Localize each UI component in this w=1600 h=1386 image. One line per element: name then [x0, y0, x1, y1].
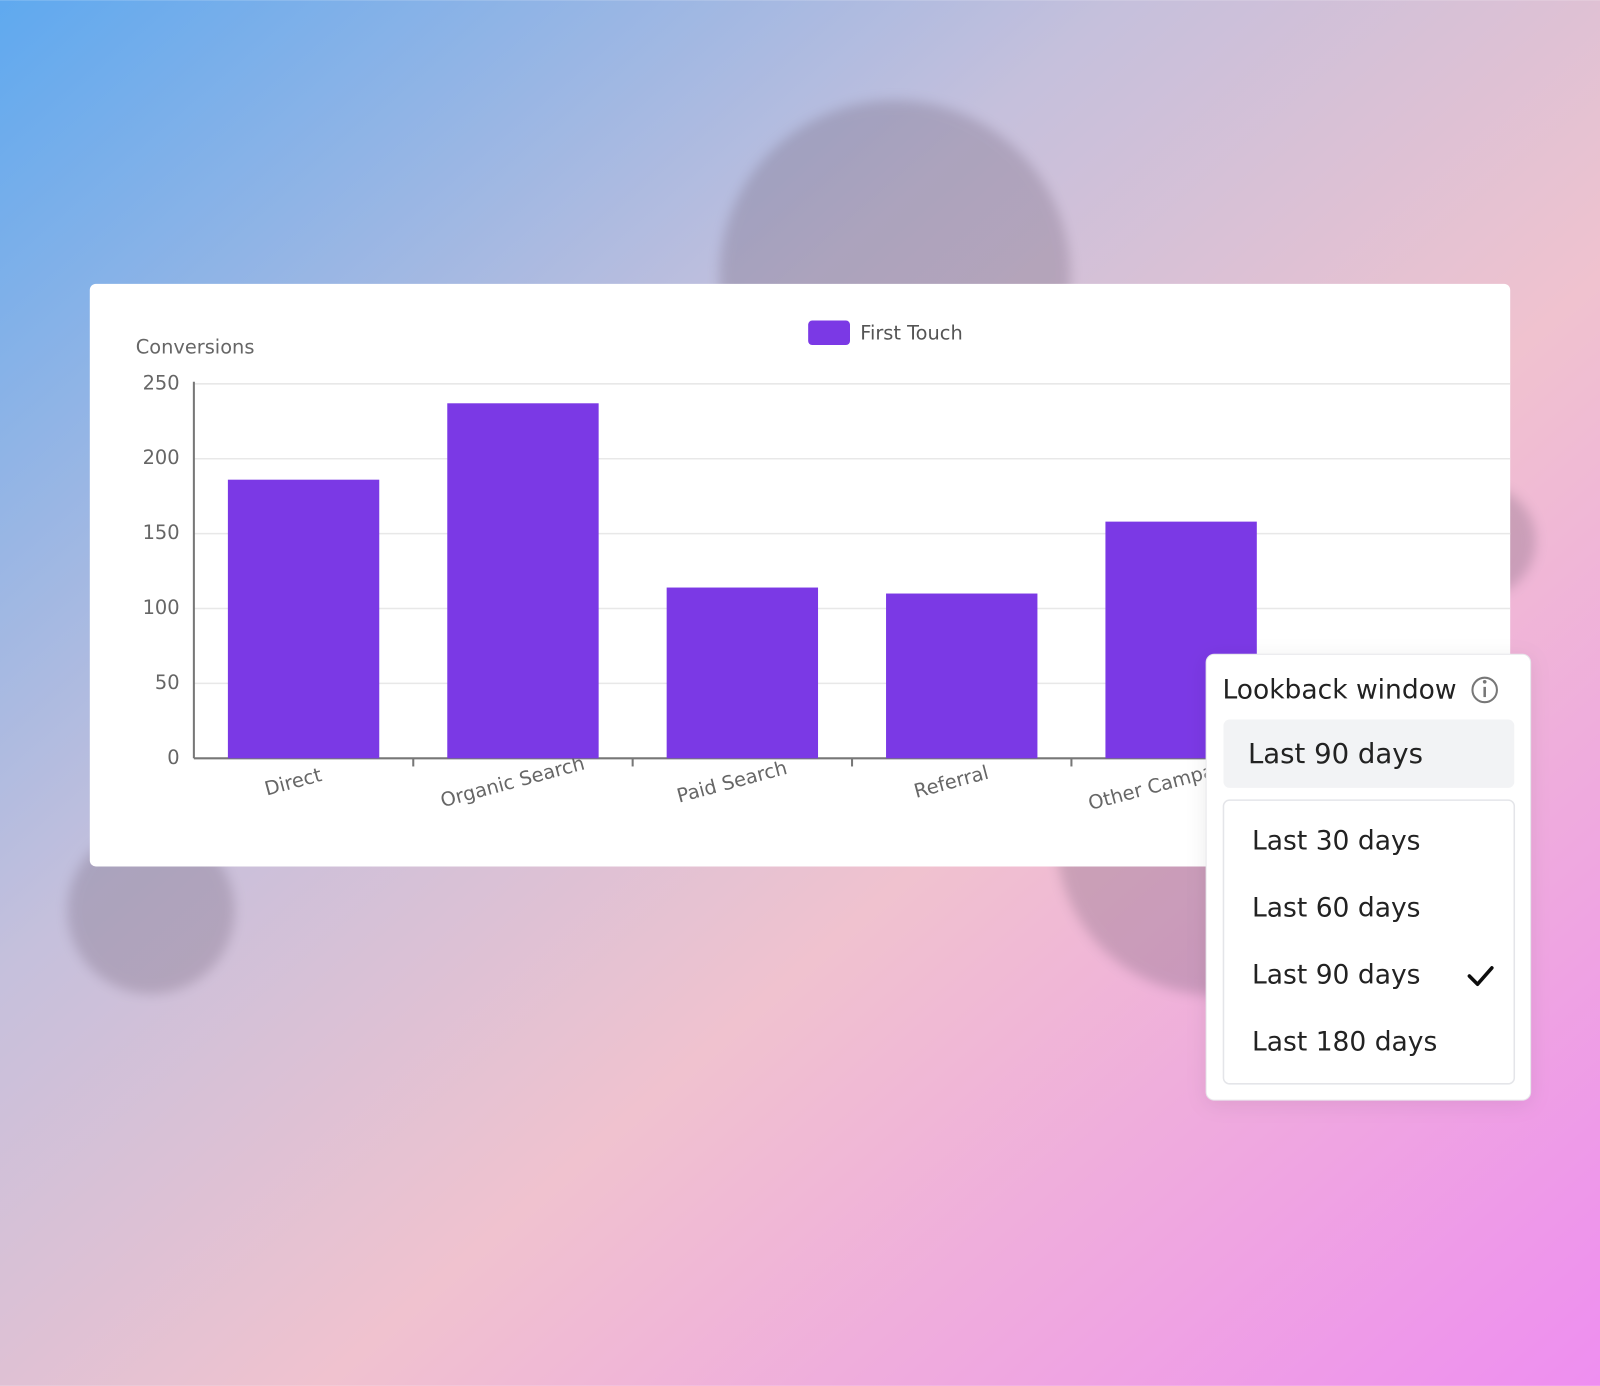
legend-swatch: [808, 320, 850, 346]
option[interactable]: Last 60 days: [1252, 893, 1420, 924]
y-tick-label: 150: [143, 521, 180, 544]
check-mark: [1467, 966, 1494, 987]
selected-value: Last 90 days: [1248, 738, 1423, 770]
info-icon-dot: [1482, 679, 1487, 684]
y-tick-label: 0: [167, 746, 179, 769]
y-tick-label: 50: [155, 671, 180, 694]
lookback-dropdown: Lookback window Last 90 days Last 30 days L…: [1205, 653, 1532, 1101]
info-icon[interactable]: [1471, 676, 1498, 704]
y-tick-label: 100: [143, 596, 180, 619]
bar: [227, 479, 380, 759]
selected-field[interactable]: [1223, 719, 1515, 788]
options-list: [1222, 799, 1516, 1085]
option[interactable]: Last 180 days: [1252, 1027, 1437, 1058]
y-axis-label: Conversions: [136, 336, 255, 359]
dropdown-title: Lookback window: [1222, 674, 1456, 705]
bar: [666, 587, 819, 759]
option[interactable]: Last 30 days: [1252, 825, 1420, 856]
option[interactable]: Last 90 days: [1252, 960, 1420, 991]
y-tick-label: 200: [143, 446, 180, 469]
bar: [447, 403, 599, 759]
y-tick-label: 250: [143, 371, 180, 394]
bar: [886, 593, 1038, 759]
legend-label: First Touch: [860, 321, 963, 344]
